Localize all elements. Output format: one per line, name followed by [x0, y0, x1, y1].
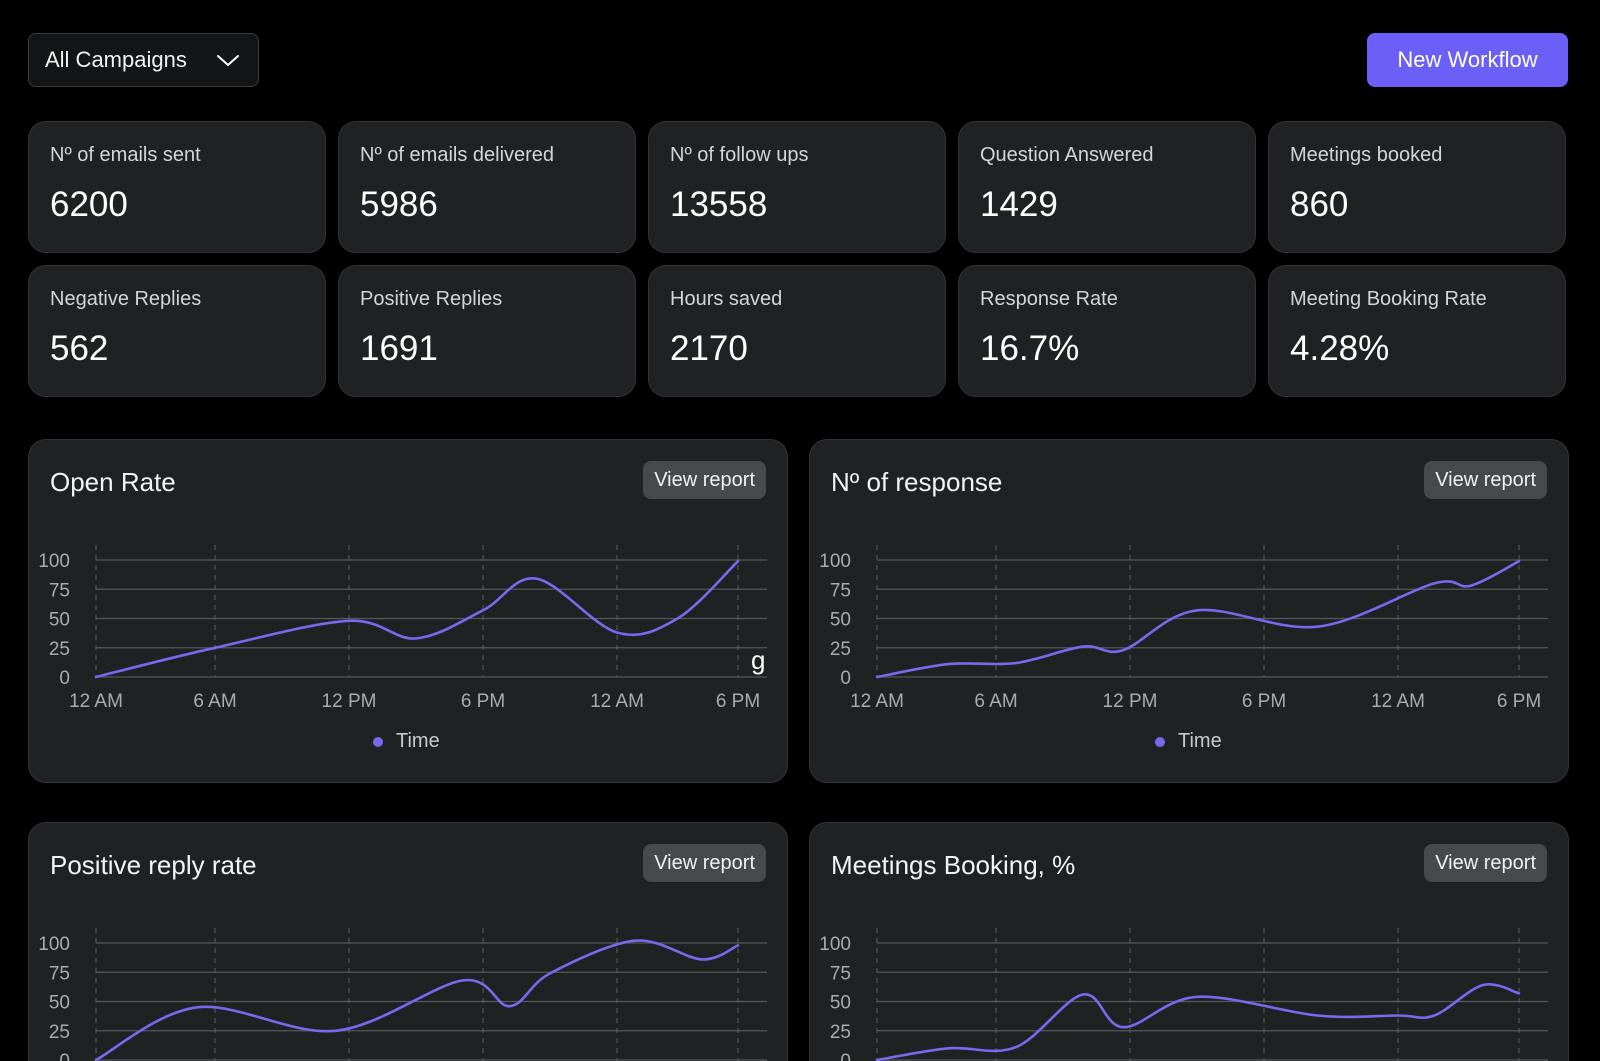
view-report-button[interactable]: View report	[643, 461, 766, 499]
stat-card-meetings-booked: Meetings booked 860	[1268, 121, 1566, 253]
stat-title: Question Answered	[980, 144, 1154, 166]
chevron-down-icon	[217, 55, 239, 66]
view-report-button[interactable]: View report	[643, 844, 766, 882]
x-tick-label: 6 PM	[1242, 691, 1286, 712]
campaign-filter-dropdown[interactable]: All Campaigns	[28, 33, 259, 87]
stat-title: Nº of emails delivered	[360, 144, 555, 166]
x-tick-label: 6 AM	[193, 691, 236, 712]
y-tick-label: 50	[830, 993, 851, 1014]
stat-title: Response Rate	[980, 288, 1118, 310]
series-line	[94, 939, 740, 1061]
x-tick-label: 12 AM	[850, 691, 904, 712]
campaign-filter-label: All Campaigns	[45, 47, 187, 72]
legend-label: Time	[396, 730, 440, 752]
stat-title: Hours saved	[670, 288, 783, 310]
x-tick-label: 6 AM	[974, 691, 1017, 712]
meetings-booking-card: Meetings Booking, % View report 100 75 50 2…	[809, 822, 1569, 1061]
chart-legend: Time	[373, 730, 440, 753]
new-workflow-button[interactable]: New Workflow	[1367, 33, 1568, 87]
stat-title: Nº of emails sent	[50, 144, 201, 166]
response-count-card: Nº of response View report 100 75 50 25 0 12 …	[809, 439, 1569, 783]
y-tick-label: 25	[830, 639, 851, 660]
x-tick-label: 12 AM	[590, 691, 644, 712]
y-tick-label: 100	[38, 934, 70, 955]
y-tick-label: 100	[819, 934, 851, 955]
y-tick-label: 25	[830, 1022, 851, 1043]
y-tick-label: 75	[49, 963, 70, 984]
stat-card-positive-replies: Positive Replies 1691	[338, 265, 636, 397]
stat-title: Meeting Booking Rate	[1290, 288, 1487, 310]
stat-value: 16.7%	[980, 329, 1080, 368]
legend-dot	[1155, 736, 1165, 747]
stat-value: 2170	[670, 329, 748, 368]
stat-card-hours-saved: Hours saved 2170	[648, 265, 946, 397]
x-tick-label: 6 PM	[716, 691, 760, 712]
stat-card-emails-delivered: Nº of emails delivered 5986	[338, 121, 636, 253]
x-tick-label: 12 AM	[1371, 691, 1425, 712]
view-report-button[interactable]: View report	[1424, 461, 1547, 499]
series-line	[94, 559, 740, 679]
stat-value: 6200	[50, 185, 128, 224]
y-tick-label: 75	[830, 580, 851, 601]
stat-card-emails-sent: Nº of emails sent 6200	[28, 121, 326, 253]
stat-title: Positive Replies	[360, 288, 503, 310]
chart-legend: Time	[1155, 730, 1222, 753]
stat-title: Meetings booked	[1290, 144, 1443, 166]
stat-value: 4.28%	[1290, 329, 1390, 368]
toolbar: All Campaigns New Workflow	[28, 33, 1568, 87]
card-title: Open Rate	[50, 467, 176, 497]
card-title: Nº of response	[831, 467, 1003, 497]
x-tick-label: 12 AM	[69, 691, 123, 712]
positive-reply-rate-card: Positive reply rate View report 100 75 50 2…	[28, 822, 788, 1061]
legend-label: Time	[1178, 730, 1222, 752]
stat-card-negative-replies: Negative Replies 562	[28, 265, 326, 397]
stat-title: Nº of follow ups	[670, 144, 809, 166]
stat-value: 1691	[360, 329, 438, 368]
stat-card-meeting-booking-rate: Meeting Booking Rate 4.28%	[1268, 265, 1566, 397]
y-tick-label: 75	[830, 963, 851, 984]
stat-title: Negative Replies	[50, 288, 202, 310]
stat-card-questions-answered: Question Answered 1429	[958, 121, 1256, 253]
x-tick-label: 12 PM	[322, 691, 377, 712]
stat-card-follow-ups: Nº of follow ups 13558	[648, 121, 946, 253]
stat-value: 562	[50, 329, 109, 368]
stat-value: 5986	[360, 185, 438, 224]
y-tick-label: 25	[49, 1022, 70, 1043]
series-line	[875, 559, 1521, 679]
stray-glyph: g	[751, 645, 765, 675]
stat-value: 1429	[980, 185, 1058, 224]
y-tick-label: 25	[49, 639, 70, 660]
x-tick-label: 6 PM	[1497, 691, 1541, 712]
y-tick-label: 50	[49, 993, 70, 1014]
y-tick-label: 50	[830, 610, 851, 631]
y-tick-label: 0	[840, 1051, 851, 1061]
series-line	[875, 983, 1521, 1061]
y-tick-label: 50	[49, 610, 70, 631]
legend-dot	[373, 736, 383, 747]
y-tick-label: 0	[840, 668, 851, 689]
y-tick-label: 75	[49, 580, 70, 601]
card-title: Positive reply rate	[50, 850, 257, 880]
view-report-button[interactable]: View report	[1424, 844, 1547, 882]
y-tick-label: 0	[59, 668, 70, 689]
stat-card-response-rate: Response Rate 16.7%	[958, 265, 1256, 397]
x-tick-label: 12 PM	[1103, 691, 1158, 712]
x-tick-label: 6 PM	[461, 691, 505, 712]
open-rate-card: Open Rate View report 100 75 50 25 0 12 AM 6 A…	[28, 439, 788, 783]
y-tick-label: 0	[59, 1051, 70, 1061]
card-title: Meetings Booking, %	[831, 850, 1076, 880]
stats-grid: Nº of emails sent 6200 Nº of emails deli…	[28, 121, 1568, 397]
y-tick-label: 100	[38, 551, 70, 572]
y-tick-label: 100	[819, 551, 851, 572]
stat-value: 13558	[670, 185, 768, 224]
stat-value: 860	[1290, 185, 1349, 224]
